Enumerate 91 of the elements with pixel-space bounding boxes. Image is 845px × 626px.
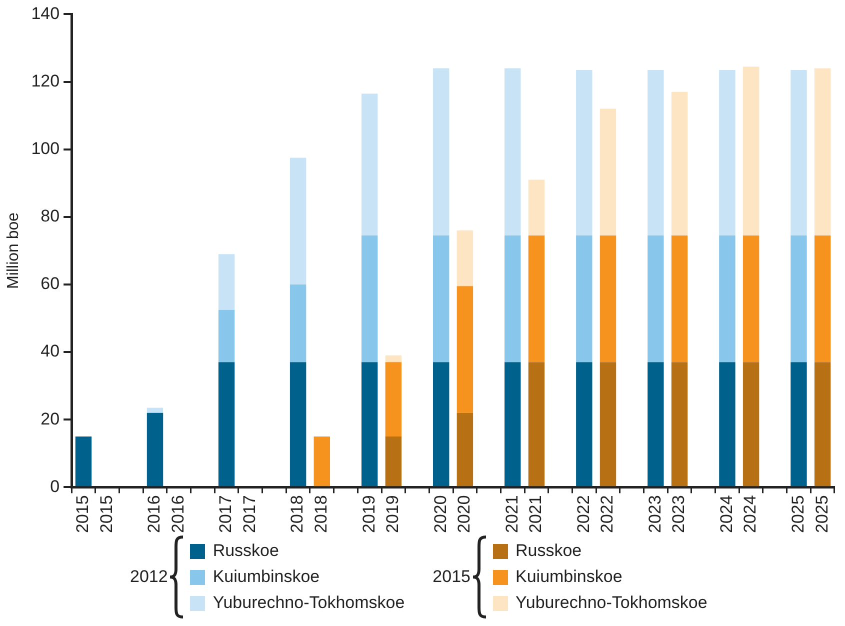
x-tick-label: 2025: [812, 495, 832, 534]
legend-label: Russkoe: [212, 541, 279, 561]
text: 2015: [432, 567, 470, 587]
x-tick-label: 2025: [788, 495, 808, 534]
bar: [790, 235, 807, 362]
bar: [648, 235, 664, 362]
bar: [433, 68, 450, 236]
x-tick-label: 2020: [454, 495, 474, 534]
y-tick-label: 100: [31, 139, 60, 158]
legend-label: Kuiumbinskoe: [516, 567, 622, 587]
bar: [671, 235, 688, 362]
x-tick-label: 2016: [144, 495, 164, 534]
y-tick-label: 140: [31, 4, 60, 23]
bar: [648, 70, 664, 236]
x-tick-label: 2015: [73, 495, 92, 534]
x-tick-label: 2021: [502, 495, 522, 534]
bar: [600, 362, 616, 486]
x-tick-label: 2024: [740, 495, 760, 534]
y-tick-label: 20: [40, 409, 60, 428]
x-tick-label: 2022: [574, 495, 593, 534]
bar: [361, 362, 378, 486]
bar: [385, 355, 402, 362]
bar: [576, 362, 592, 486]
bar: [146, 408, 164, 413]
y-tick-label: 0: [50, 476, 60, 496]
bar: [576, 235, 592, 362]
x-tick-label: 2016: [168, 495, 188, 534]
x-tick-label: 2015: [97, 495, 116, 534]
text: 2012: [130, 567, 168, 587]
bar: [528, 235, 545, 362]
x-tick-label: 2022: [598, 495, 617, 534]
x-tick-label: 2018: [288, 495, 307, 534]
legend-label: Yuburechno-Tokhomskoe: [212, 593, 405, 613]
bar: [600, 108, 616, 236]
bar: [719, 70, 736, 236]
bar: [719, 235, 736, 362]
bar: [146, 412, 164, 486]
bar: [361, 94, 378, 236]
bar: [671, 92, 688, 236]
bar: [648, 362, 664, 486]
bar: [75, 436, 92, 486]
bar: [790, 70, 807, 236]
y-tick-label: 40: [40, 342, 60, 361]
x-tick-label: 2021: [526, 495, 546, 534]
bar: [600, 235, 616, 362]
y-axis-title: Million boe: [5, 212, 22, 289]
bar: [218, 362, 235, 486]
bar: [742, 362, 760, 486]
bar: [456, 412, 474, 486]
bar: [456, 230, 474, 286]
bar: [433, 235, 450, 362]
bar: [790, 362, 807, 486]
y-tick-label: 120: [31, 71, 60, 90]
bar: [290, 158, 306, 284]
bar: [385, 436, 402, 486]
bar: [742, 235, 760, 362]
bar: [361, 235, 378, 362]
legend-label: Yuburechno-Tokhomskoe: [516, 593, 708, 613]
bar: [385, 362, 402, 437]
x-tick-label: 2017: [240, 495, 260, 534]
bar: [456, 286, 474, 413]
bar: [290, 284, 306, 362]
bar: [671, 362, 688, 486]
y-tick-label: 80: [40, 206, 60, 226]
bar: [290, 362, 306, 486]
bar: [314, 436, 330, 486]
x-tick-label: 2019: [383, 495, 402, 534]
bar: [433, 362, 450, 486]
bar: [814, 68, 831, 236]
bar: [504, 362, 521, 486]
x-tick-label: 2018: [312, 495, 331, 534]
bar: [814, 362, 831, 486]
legend-label: Kuiumbinskoe: [212, 567, 320, 587]
bar: [504, 235, 521, 362]
x-tick-label: 2023: [669, 495, 688, 534]
bar: [218, 310, 235, 362]
bar: [528, 362, 545, 486]
bar: [504, 68, 521, 236]
bar: [814, 235, 831, 362]
y-tick-label: 60: [40, 274, 60, 294]
bar: [528, 180, 545, 236]
legend-label: Russkoe: [516, 541, 582, 561]
x-tick-label: 2023: [645, 495, 664, 534]
x-tick-label: 2019: [359, 495, 378, 534]
bar: [576, 70, 592, 236]
bar: [719, 362, 736, 486]
x-tick-label: 2017: [216, 495, 236, 534]
bar: [218, 254, 235, 310]
x-tick-label: 2020: [430, 495, 450, 534]
x-tick-label: 2024: [716, 495, 736, 534]
bar: [742, 66, 760, 236]
